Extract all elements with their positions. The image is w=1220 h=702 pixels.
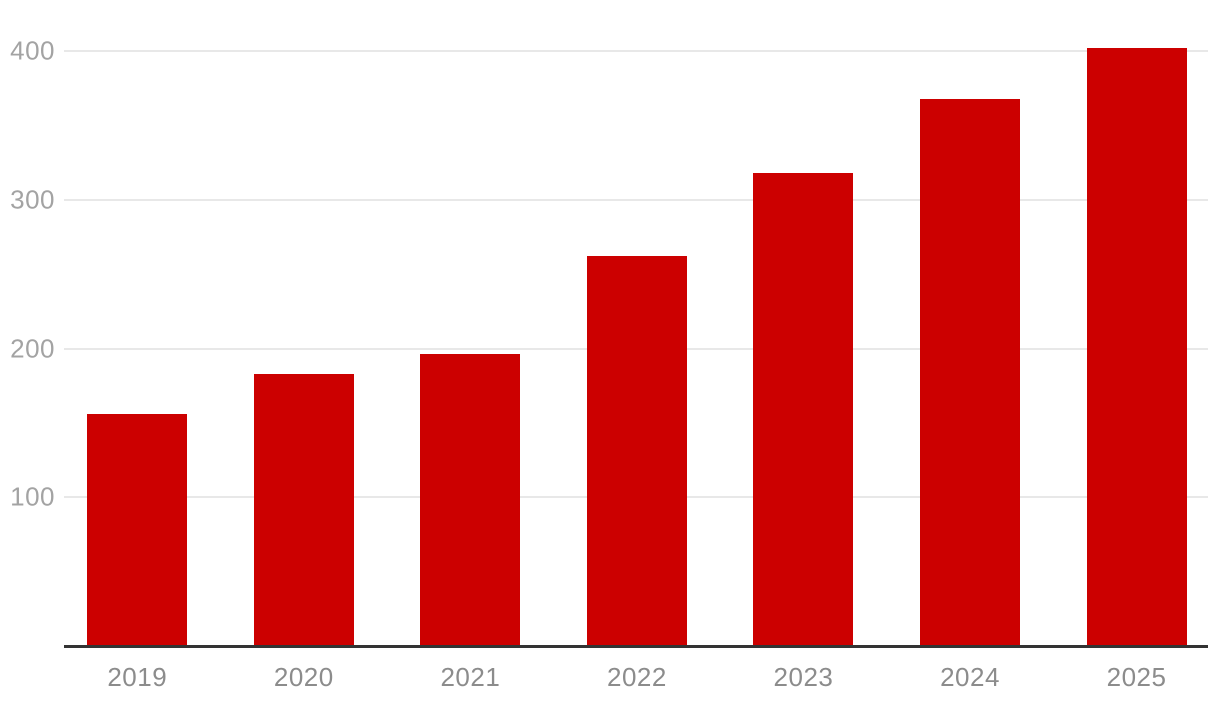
xtick-label-2020: 2020 (273, 662, 334, 692)
ytick-label-400: 400 (10, 35, 55, 66)
bar-2024[interactable] (920, 98, 1021, 646)
x-axis-line (64, 645, 1208, 648)
ytick-label-100: 100 (10, 481, 55, 512)
bar-2021[interactable] (420, 354, 521, 646)
gridline-400 (64, 50, 1208, 52)
xtick-label-2019: 2019 (107, 662, 168, 692)
bar-2022[interactable] (586, 256, 687, 646)
xtick-label-2022: 2022 (607, 662, 667, 692)
bar-2020[interactable] (253, 373, 354, 646)
xtick-label-2021: 2021 (440, 662, 501, 692)
xtick-label-2024: 2024 (940, 662, 1000, 692)
xtick-label-2023: 2023 (773, 662, 834, 692)
xtick-label-2025: 2025 (1106, 662, 1167, 692)
ytick-label-200: 200 (10, 333, 55, 363)
bar-2025[interactable] (1086, 48, 1187, 646)
bar-2023[interactable] (753, 172, 854, 646)
ytick-label-300: 300 (10, 184, 55, 215)
gridline-300 (64, 198, 1208, 201)
bar-2019[interactable] (87, 413, 188, 646)
